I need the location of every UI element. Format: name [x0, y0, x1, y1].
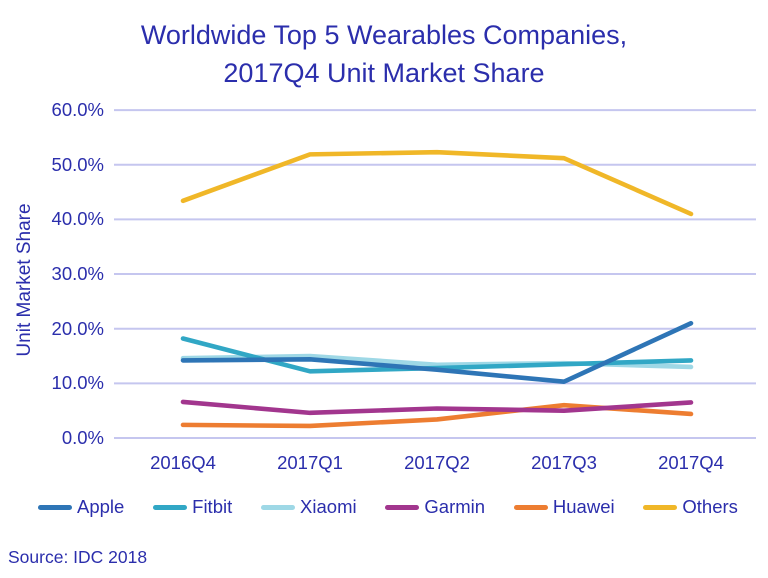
series-line-garmin: [180, 399, 694, 416]
legend-label: Huawei: [552, 496, 615, 517]
legend-item-fitbit: Fitbit: [153, 496, 232, 518]
y-tick-label: 40.0%: [51, 208, 104, 230]
legend-swatch-huawei: [513, 504, 548, 510]
source-note: Source: IDC 2018: [8, 547, 148, 567]
x-tick-label: 2017Q3: [531, 452, 597, 473]
legend-swatch-garmin: [385, 504, 420, 510]
legend-item-garmin: Garmin: [385, 496, 485, 518]
legend-label: Garmin: [424, 496, 486, 517]
y-tick-label: 50.0%: [51, 153, 104, 175]
legend-item-others: Others: [643, 496, 738, 518]
legend-item-apple: Apple: [38, 496, 124, 518]
legend-item-huawei: Huawei: [513, 496, 615, 518]
legend-swatch-others: [643, 504, 678, 510]
x-tick-label: 2017Q1: [277, 452, 343, 473]
x-tick-label: 2017Q2: [404, 452, 470, 473]
series-line-others: [180, 149, 694, 217]
legend-label: Others: [682, 496, 738, 517]
legend-swatch-fitbit: [153, 504, 188, 510]
x-tick-label: 2016Q4: [150, 452, 216, 473]
legend-label: Xiaomi: [300, 496, 357, 517]
legend: Apple Fitbit Xiaomi Garmin Huawei Others: [38, 496, 738, 518]
legend-label: Fitbit: [192, 496, 233, 517]
y-tick-label: 0.0%: [61, 427, 104, 448]
legend-swatch-apple: [38, 504, 72, 510]
chart-title-line1: Worldwide Top 5 Wearables Companies,: [140, 20, 628, 50]
legend-label: Apple: [77, 496, 125, 517]
y-tick-label: 10.0%: [51, 372, 104, 394]
y-tick-label: 60.0%: [51, 99, 104, 121]
y-tick-label: 20.0%: [51, 317, 104, 339]
chart-title: Worldwide Top 5 Wearables Companies, 201…: [0, 16, 768, 92]
x-tick-label: 2017Q4: [658, 452, 724, 473]
series-line-apple: [180, 320, 694, 385]
legend-item-xiaomi: Xiaomi: [261, 496, 357, 518]
y-tick-label: 30.0%: [51, 263, 104, 285]
chart-title-line2: 2017Q4 Unit Market Share: [223, 58, 545, 88]
legend-swatch-xiaomi: [261, 504, 296, 510]
